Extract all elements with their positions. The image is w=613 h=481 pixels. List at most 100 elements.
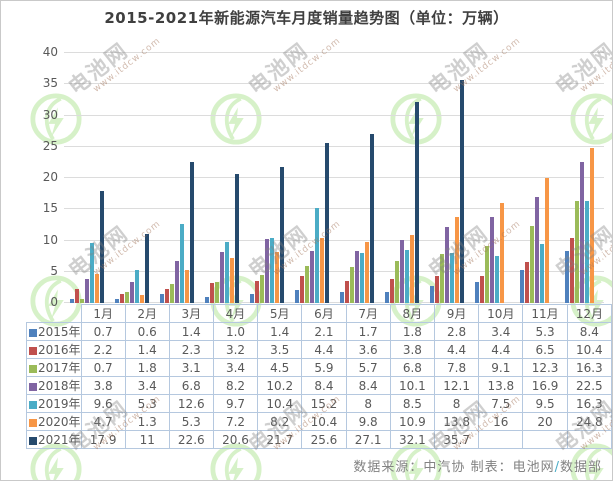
y-axis-tick-label: 30 <box>42 107 58 122</box>
bar-2015年-5月 <box>249 294 254 303</box>
y-axis-tick-label: 20 <box>42 170 58 184</box>
table-value-cell: 4.4 <box>433 340 480 359</box>
bar-2020年-11月 <box>544 178 549 303</box>
bar-2016年-7月 <box>344 280 349 303</box>
table-value-cell: 8.2 <box>212 376 259 395</box>
table-value-cell: 12.6 <box>168 394 214 413</box>
legend-cell-2020年: 2020年 <box>26 412 82 431</box>
table-value-cell: 2.8 <box>433 322 480 341</box>
table-row-2019年: 2019年 9.6 5.3 12.6 9.7 10.4 15.2 8 8.5 8 7.5 9.5 16.… <box>26 394 612 413</box>
table-value-cell: 9.7 <box>212 394 259 413</box>
table-value-cell: 4.5 <box>257 358 303 377</box>
bar-2018年-4月 <box>219 251 224 303</box>
table-value-cell: 12.3 <box>522 358 568 377</box>
table-value-cell: 22.6 <box>168 430 214 449</box>
table-value-cell: 35.7 <box>433 430 480 449</box>
gridline <box>64 83 604 85</box>
bar-2016年-3月 <box>164 288 169 303</box>
y-axis-tick-label: 35 <box>42 76 58 91</box>
month-header-cell: 8月 <box>389 304 435 323</box>
bar-2016年-11月 <box>524 262 529 303</box>
table-value-cell: 3.4 <box>212 358 259 377</box>
month-header-cell: 12月 <box>566 304 612 323</box>
bar-2020年-2月 <box>139 294 144 303</box>
table-value-cell: 5.9 <box>301 358 347 377</box>
bar-2017年-9月 <box>439 254 444 303</box>
bar-2017年-12月 <box>574 201 579 303</box>
table-value-cell: 3.8 <box>80 376 126 395</box>
bar-2016年-4月 <box>209 283 214 303</box>
bar-2015年-7月 <box>339 292 344 303</box>
bar-2018年-10月 <box>489 216 494 303</box>
bar-2017年-7月 <box>349 267 354 303</box>
table-value-cell: 17.9 <box>80 430 126 449</box>
bar-group-8月 <box>379 53 424 303</box>
legend-cell-2015年: 2015年 <box>26 322 82 341</box>
bar-2021年-5月 <box>279 167 284 303</box>
bar-group-6月 <box>289 53 334 303</box>
bar-2021年-8月 <box>414 102 419 303</box>
legend-label: 2016年 <box>38 343 81 357</box>
legend-label: 2021年 <box>38 433 81 447</box>
table-value-cell: 13.8 <box>433 412 480 431</box>
table-value-cell: 15.2 <box>301 394 347 413</box>
table-value-cell: 3.2 <box>212 340 259 359</box>
bar-2019年-3月 <box>179 224 184 303</box>
bar-2020年-9月 <box>454 216 459 303</box>
month-header-cell: 11月 <box>522 304 568 323</box>
table-value-cell: 10.4 <box>566 340 612 359</box>
legend-label: 2019年 <box>38 397 81 411</box>
bar-group-12月 <box>559 53 604 303</box>
month-header-cell: 3月 <box>168 304 214 323</box>
bar-2020年-1月 <box>94 273 99 303</box>
table-header-row: 1月 2月 3月 4月 5月 6月 7月 8月 9月 10月 11月 12月 <box>26 304 612 323</box>
bar-2020年-5月 <box>274 251 279 303</box>
bar-2017年-10月 <box>484 246 489 303</box>
table-value-cell: 1.4 <box>257 322 303 341</box>
table-value-cell: 9.5 <box>522 394 568 413</box>
table-value-cell <box>522 430 568 449</box>
bar-2017年-4月 <box>214 281 219 303</box>
gridline <box>64 52 604 53</box>
table-value-cell: 1.8 <box>389 322 435 341</box>
legend-label: 2017年 <box>38 361 81 375</box>
bar-2019年-5月 <box>269 238 274 303</box>
table-value-cell: 7.8 <box>433 358 480 377</box>
bar-2021年-2月 <box>144 234 149 303</box>
bar-2019年-9月 <box>449 253 454 303</box>
footer-author-value: 电池网 <box>512 460 555 475</box>
bar-2019年-7月 <box>359 253 364 303</box>
bar-2017年-5月 <box>259 274 264 303</box>
bar-2019年-8月 <box>404 249 409 303</box>
bar-2016年-12月 <box>569 238 574 303</box>
table-value-cell: 16 <box>478 412 524 431</box>
table-value-cell: 7.2 <box>212 412 259 431</box>
bar-2017年-2月 <box>124 291 129 303</box>
table-row-2017年: 2017年 0.7 1.8 3.1 3.4 4.5 5.9 5.7 6.8 7.8 9.1 12.3 1… <box>26 358 612 377</box>
bar-2018年-9月 <box>444 227 449 303</box>
table-value-cell: 8.4 <box>566 322 612 341</box>
table-value-cell: 4.4 <box>301 340 347 359</box>
legend-label: 2015年 <box>38 325 81 339</box>
table-value-cell: 20.6 <box>212 430 259 449</box>
bar-2021年-6月 <box>324 143 329 303</box>
bar-group-5月 <box>244 53 289 303</box>
bar-2015年-10月 <box>474 281 479 303</box>
legend-cell-2016年: 2016年 <box>26 340 82 359</box>
table-value-cell: 1.7 <box>345 322 391 341</box>
legend-cell-2021年: 2021年 <box>26 430 82 449</box>
gridline <box>64 239 604 241</box>
y-axis-tick-label: 15 <box>42 201 58 216</box>
table-row-2016年: 2016年 2.2 1.4 2.3 3.2 3.5 4.4 3.6 3.8 4.4 4.4 6.5 10… <box>26 340 612 359</box>
table-value-cell: 4.7 <box>80 412 126 431</box>
bar-2015年-4月 <box>204 296 209 303</box>
table-value-cell: 16.9 <box>522 376 568 395</box>
gridline <box>64 302 604 303</box>
bar-2017年-1月 <box>79 298 84 303</box>
table-value-cell: 0.7 <box>80 322 126 341</box>
y-axis-tick-label: 40 <box>42 45 58 59</box>
bar-2018年-1月 <box>84 279 89 303</box>
bar-2015年-1月 <box>69 298 74 303</box>
footer-source-label: 数据来源： <box>353 460 424 475</box>
